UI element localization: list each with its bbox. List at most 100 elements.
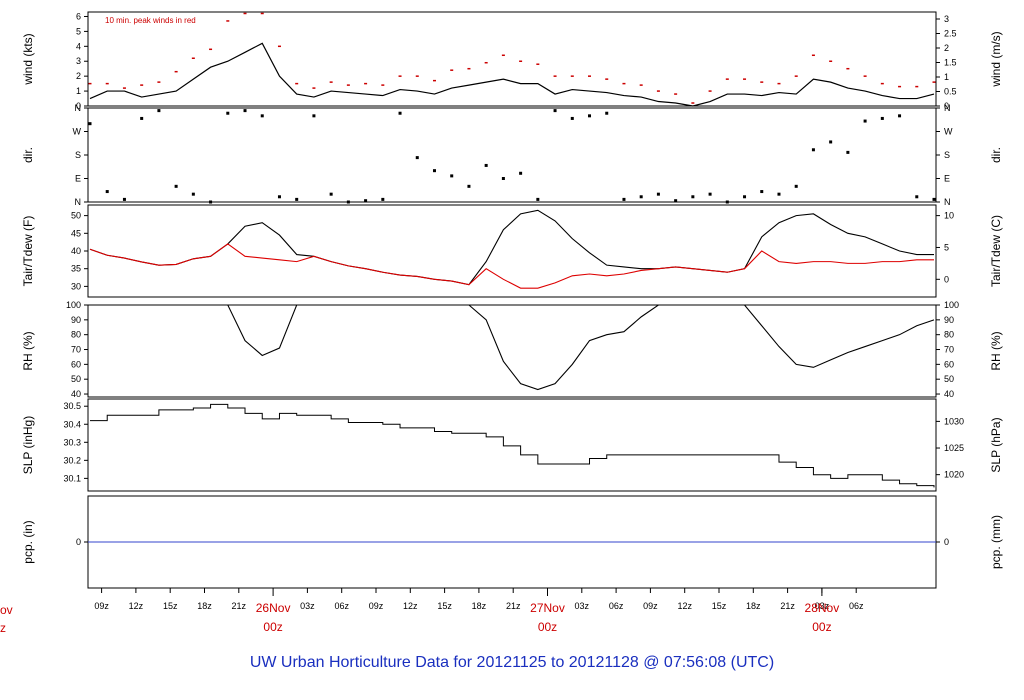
wind-dir-point <box>243 109 247 113</box>
wind-dir-point <box>88 122 92 126</box>
slp-frame <box>87 398 937 492</box>
wind-dir-point <box>415 156 419 160</box>
dir-ytick-left-label: W <box>73 127 82 137</box>
wind-dir-point <box>811 148 815 152</box>
dir-ytick-right-label: E <box>944 174 950 184</box>
wind-dir-point <box>777 192 781 196</box>
wind-dir-point <box>295 197 299 201</box>
wind-dir-point <box>346 200 350 204</box>
dir-ylabel-left: dir. <box>21 147 35 163</box>
rh-ytick-left-label: 60 <box>71 359 81 369</box>
slp-ytick-left-label: 30.3 <box>63 437 81 447</box>
wind-dir-point <box>880 116 884 120</box>
panel-temp: 30 35 40 45 50 0 5 10 Tair/Tdew (F) Tair/Tdew (C) <box>21 204 1003 298</box>
slp-ytick-left-label: 30.1 <box>63 473 81 483</box>
pressure-line <box>90 403 935 488</box>
wind-ytick-right-label: 3 <box>944 14 949 24</box>
wind-dir-point <box>260 114 264 118</box>
x-tick-label: 03z <box>575 601 590 611</box>
x-tick-label: 18z <box>472 601 487 611</box>
wind-ytick-right-label: 2.5 <box>944 28 957 38</box>
day-marker-time: 00z <box>812 620 831 634</box>
wind-dir-point <box>329 192 333 196</box>
chart-title: UW Urban Horticulture Data for 20121125 … <box>250 654 774 671</box>
dir-ytick-left-label: E <box>75 174 81 184</box>
panel-pcp: 0 0 pcp. (in) pcp. (mm) <box>21 495 1003 589</box>
slp-ytick-left-label: 30.5 <box>63 401 81 411</box>
dir-ytick-left-label: N <box>75 103 82 113</box>
wind-dir-point <box>932 197 936 201</box>
rh-line <box>90 304 935 391</box>
x-tick-label: 15z <box>712 601 727 611</box>
wind-dir-point <box>639 195 643 199</box>
rh-ytick-right-label: 80 <box>944 330 954 340</box>
rh-ylabel-right: RH (%) <box>989 331 1003 370</box>
temp-ytick-left-label: 35 <box>71 264 81 274</box>
wind-ytick-right-label: 0 <box>944 101 949 111</box>
wind-dir-point <box>398 111 402 115</box>
rh-ytick-right-label: 100 <box>944 300 959 310</box>
x-tick-label: 18z <box>746 601 761 611</box>
x-tick-label: 21z <box>780 601 795 611</box>
wind-ylabel-right: wind (m/s) <box>989 31 1003 87</box>
rh-ytick-right-label: 70 <box>944 345 954 355</box>
wind-dir-point <box>450 174 454 178</box>
wind-dir-point <box>519 171 523 175</box>
wind-dir-point <box>191 192 195 196</box>
rh-ytick-left-label: 90 <box>71 315 81 325</box>
wind-dir-point <box>605 111 609 115</box>
wind-dir-point <box>122 197 126 201</box>
day-marker-date: 26Nov <box>256 601 291 615</box>
wind-dir-point <box>794 184 798 188</box>
wind-ytick-left-label: 0 <box>76 101 81 111</box>
wind-dir-point <box>863 119 867 123</box>
dir-frame <box>87 107 937 203</box>
x-tick-label: 18z <box>197 601 212 611</box>
slp-ytick-right-label: 1030 <box>944 416 964 426</box>
pcp-ytick-left-label: 0 <box>76 537 81 547</box>
temp-ylabel-left: Tair/Tdew (F) <box>21 216 35 287</box>
temp-ytick-left-label: 30 <box>71 281 81 291</box>
wind-dir-point <box>760 190 764 194</box>
x-tick-label: 12z <box>129 601 144 611</box>
x-tick-label: 09z <box>94 601 109 611</box>
rh-ytick-right-label: 40 <box>944 389 954 399</box>
wind-dir-point <box>846 150 850 154</box>
wind-ytick-right-label: 1 <box>944 72 949 82</box>
rh-ytick-left-label: 40 <box>71 389 81 399</box>
slp-ylabel-left: SLP (inHg) <box>21 416 35 474</box>
wind-dir-point <box>622 197 626 201</box>
dir-ytick-left-label: N <box>75 197 82 207</box>
dir-ytick-right-label: W <box>944 127 953 137</box>
day-marker-date: 28Nov <box>805 601 840 615</box>
x-tick-label: 21z <box>232 601 247 611</box>
x-tick-label: 09z <box>643 601 658 611</box>
slp-ylabel-right: SLP (hPa) <box>989 417 1003 472</box>
x-tick-label: 03z <box>300 601 315 611</box>
slp-ytick-right-label: 1020 <box>944 470 964 480</box>
day-marker-time: 00z <box>538 620 557 634</box>
temp-ytick-left-label: 45 <box>71 228 81 238</box>
x-tick-label: 12z <box>403 601 418 611</box>
rh-ytick-left-label: 80 <box>71 330 81 340</box>
wind-ytick-right-label: 1.5 <box>944 57 957 67</box>
wind-dir-point <box>312 114 316 118</box>
wind-dir-point <box>226 111 230 115</box>
x-tick-label: 15z <box>437 601 452 611</box>
wind-peak-note: 10 min. peak winds in red <box>105 16 196 25</box>
wind-ytick-left-label: 5 <box>76 26 81 36</box>
slp-ytick-left-label: 30.2 <box>63 455 81 465</box>
temp-ytick-right-label: 0 <box>944 274 949 284</box>
wind-dir-point <box>553 109 557 113</box>
wind-ytick-right-label: 2 <box>944 43 949 53</box>
wind-dir-point <box>484 163 488 167</box>
wind-ytick-right-label: 0.5 <box>944 86 957 96</box>
wind-dir-point <box>656 192 660 196</box>
x-tick-label: 12z <box>677 601 692 611</box>
slp-ytick-left-label: 30.4 <box>63 419 81 429</box>
rh-ytick-left-label: 70 <box>71 345 81 355</box>
wind-ytick-left-label: 6 <box>76 11 81 21</box>
wind-dir-point <box>536 197 540 201</box>
